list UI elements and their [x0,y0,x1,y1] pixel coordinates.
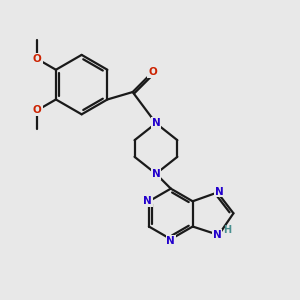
Text: N: N [152,118,160,128]
Text: H: H [223,225,231,235]
Text: N: N [143,196,152,206]
Text: N: N [214,187,223,196]
Text: N: N [213,230,221,240]
Text: N: N [167,236,175,246]
Text: O: O [148,67,157,77]
Text: O: O [33,54,42,64]
Text: O: O [33,105,42,115]
Text: N: N [152,169,160,179]
